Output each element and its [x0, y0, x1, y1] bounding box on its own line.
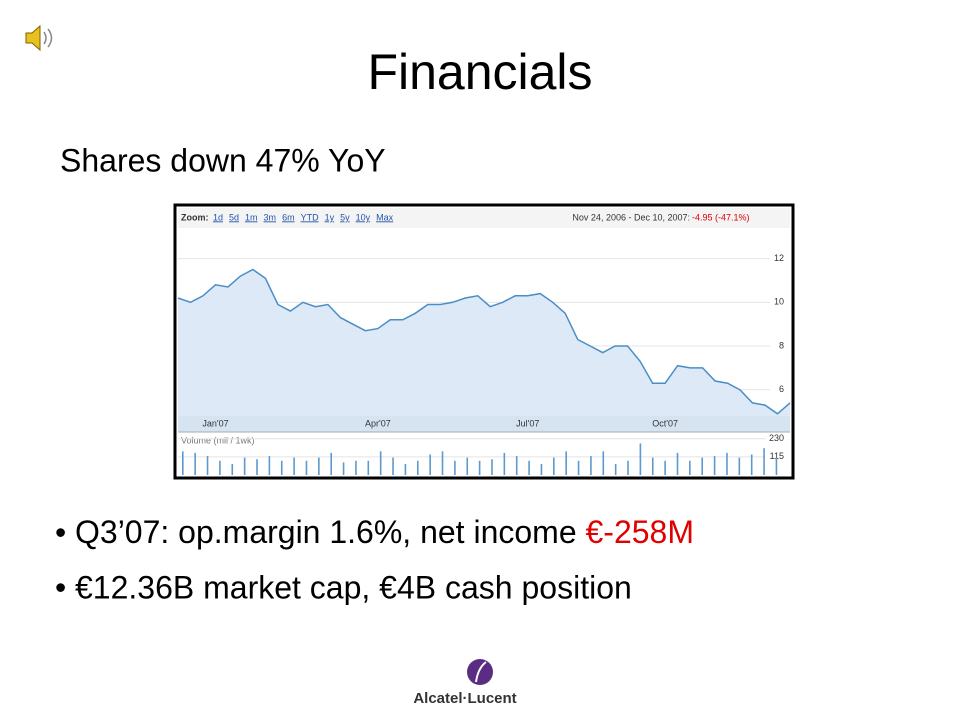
x-tick-label: Jan'07: [202, 418, 228, 428]
volume-bar: [590, 456, 592, 475]
volume-bar: [429, 454, 431, 475]
y-tick-label: 6: [779, 384, 784, 394]
logo: Alcatel·Lucent: [413, 659, 517, 707]
bullet-text: €12.36B market cap, €4B cash position: [75, 569, 632, 605]
volume-bar: [330, 452, 333, 475]
logo-mark: [467, 659, 493, 685]
volume-bar: [515, 456, 518, 475]
volume-bar: [577, 460, 580, 475]
volume-bar: [639, 443, 642, 475]
volume-bar: [553, 457, 555, 475]
logo-text: Alcatel·Lucent: [413, 690, 516, 707]
volume-bar: [441, 451, 444, 475]
zoom-link[interactable]: Max: [376, 212, 394, 222]
bullet-dot: •: [55, 569, 66, 605]
volume-bar: [478, 460, 481, 475]
x-tick-label: Jul'07: [516, 418, 539, 428]
price-change: -4.95 (-47.1%): [692, 212, 750, 222]
volume-bar: [676, 452, 679, 475]
bullet-text-part: Q3’07: op.margin 1.6%, net income: [75, 514, 586, 550]
zoom-label: Zoom:: [181, 212, 209, 222]
volume-bar: [379, 451, 382, 475]
x-tick-label: Apr'07: [365, 418, 391, 428]
chart-header-bar: [178, 208, 790, 228]
speaker-icon[interactable]: [25, 24, 53, 52]
zoom-links: 1d 5d 1m 3m 6m YTD 1y 5y 10y Max: [213, 212, 394, 222]
bullet-highlight: €-258M: [586, 514, 695, 550]
volume-bar: [775, 457, 778, 475]
zoom-link[interactable]: 1m: [245, 212, 258, 222]
zoom-link[interactable]: 10y: [356, 212, 371, 222]
title: Financials: [367, 44, 592, 100]
volume-bar: [206, 456, 209, 475]
zoom-link[interactable]: YTD: [301, 212, 320, 222]
y-tick-label: 12: [774, 253, 784, 263]
volume-bar: [491, 459, 493, 475]
month-strip: [178, 416, 790, 432]
volume-bar: [318, 457, 320, 475]
volume-bar: [503, 452, 506, 475]
volume-bar: [738, 457, 741, 475]
volume-bar: [293, 457, 295, 475]
volume-bar: [219, 460, 221, 475]
volume-bar: [280, 460, 283, 475]
volume-bar: [231, 463, 234, 475]
subtitle: Shares down 47% YoY: [60, 142, 386, 178]
volume-bar: [664, 460, 666, 475]
bullets: • Q3’07: op.margin 1.6%, net income €-25…: [55, 514, 694, 605]
zoom-link[interactable]: 3m: [264, 212, 277, 222]
zoom-link[interactable]: 6m: [282, 212, 295, 222]
price-area: [178, 269, 790, 416]
bullet-text: Q3’07: op.margin 1.6%, net income €-258M: [75, 514, 694, 550]
volume-bar: [726, 452, 728, 475]
volume-bar: [256, 459, 258, 475]
volume-bar: [651, 457, 654, 475]
price-line: [177, 268, 791, 415]
bullet-dot: •: [55, 514, 66, 550]
volume-bar: [182, 451, 184, 475]
zoom-link[interactable]: 5y: [340, 212, 350, 222]
volume-bar: [713, 456, 716, 475]
volume-label: Volume (mil / 1wk): [181, 435, 255, 445]
volume-bar: [392, 457, 394, 475]
volume-bar: [367, 460, 370, 475]
zoom-link[interactable]: 1y: [325, 212, 335, 222]
zoom-link[interactable]: 1d: [213, 212, 223, 222]
volume-bar: [268, 456, 271, 475]
volume-bar: [763, 448, 765, 475]
volume-bar: [342, 462, 345, 475]
volume-bar: [750, 454, 753, 475]
volume-bar: [565, 451, 567, 475]
zoom-link[interactable]: 5d: [229, 212, 239, 222]
volume-bar: [466, 457, 469, 475]
y-tick-label: 230: [769, 433, 784, 443]
volume-bar: [602, 451, 605, 475]
volume-bar: [355, 460, 357, 475]
volume-bar: [627, 460, 629, 475]
x-tick-label: Oct'07: [652, 418, 678, 428]
y-tick-label: 115: [770, 451, 784, 461]
volume-bar: [454, 460, 456, 475]
volume-bar: [701, 457, 704, 475]
volume-bar: [404, 463, 407, 475]
volume-bar: [540, 463, 543, 475]
date-range: Nov 24, 2006 - Dec 10, 2007:: [572, 212, 690, 222]
volume-bar: [194, 452, 196, 475]
volume-bar: [305, 460, 308, 475]
volume-bar: [416, 460, 419, 475]
y-tick-label: 10: [774, 297, 784, 307]
y-tick-label: 8: [779, 340, 784, 350]
volume-bar: [614, 463, 617, 475]
volume-bar: [528, 460, 530, 475]
volume-bar: [689, 460, 691, 475]
volume-bar: [243, 457, 246, 475]
